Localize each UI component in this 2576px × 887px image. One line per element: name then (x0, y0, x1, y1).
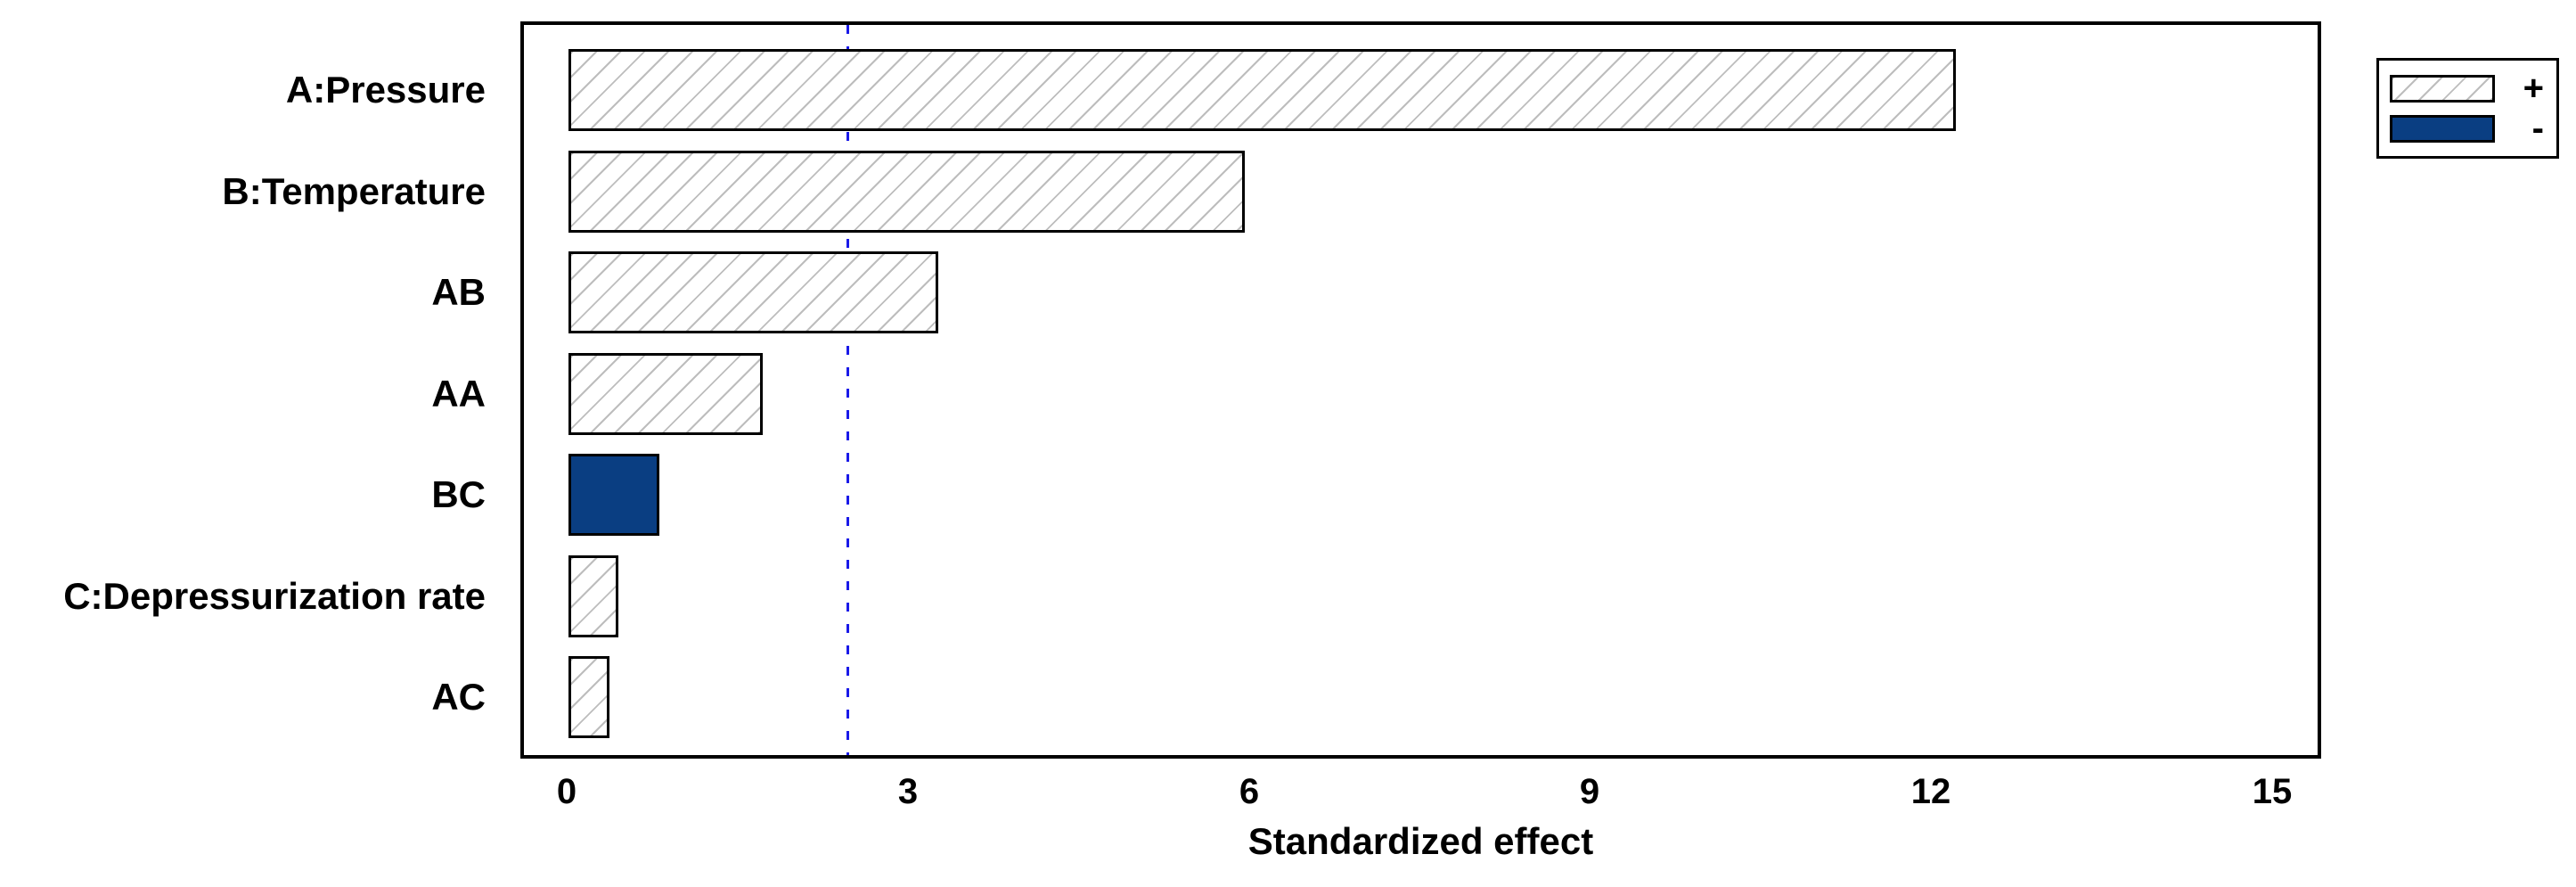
x-tick-9: 9 (1579, 772, 1600, 811)
bar-c-depressurization-rate (568, 554, 618, 637)
category-label-ab: AB (431, 271, 486, 313)
plot-area (520, 21, 2321, 759)
legend-swatch-negative (2390, 114, 2495, 143)
category-label-ac: AC (431, 676, 486, 718)
legend-swatch-positive (2390, 74, 2495, 103)
x-tick-15: 15 (2252, 772, 2293, 811)
category-label-c-depressurization-rate: C:Depressurization rate (63, 574, 486, 617)
category-label-aa: AA (431, 372, 486, 415)
x-tick-6: 6 (1239, 772, 1260, 811)
category-label-b-temperature: B:Temperature (222, 169, 486, 212)
legend-row-positive: + (2390, 70, 2544, 106)
x-tick-3: 3 (897, 772, 919, 811)
bar-aa (568, 352, 763, 435)
category-label-bc: BC (431, 473, 486, 515)
bar-b-temperature (568, 150, 1245, 233)
x-tick-12: 12 (1910, 772, 1951, 811)
legend-box: + - (2376, 58, 2559, 159)
legend-row-negative: - (2390, 111, 2544, 146)
legend-label-negative: - (2531, 109, 2544, 148)
category-label-a-pressure: A:Pressure (285, 69, 486, 111)
legend-label-positive: + (2523, 69, 2544, 108)
bar-ac (568, 656, 609, 738)
significance-reference-line (846, 25, 849, 755)
bar-ab (568, 251, 938, 333)
bar-a-pressure (568, 49, 1956, 131)
x-tick-0: 0 (556, 772, 577, 811)
bar-bc (568, 454, 659, 536)
x-axis-title: Standardized effect (1247, 820, 1594, 862)
